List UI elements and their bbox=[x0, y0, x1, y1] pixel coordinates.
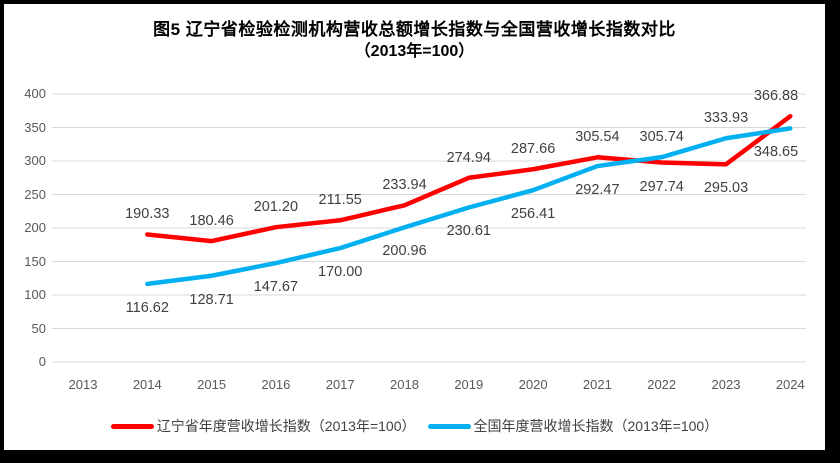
data-label-national-2017: 170.00 bbox=[318, 264, 363, 281]
data-label-liaoning-2015: 180.46 bbox=[189, 213, 234, 230]
data-label-liaoning-2021: 305.54 bbox=[575, 129, 620, 146]
y-axis-tick-100: 100 bbox=[24, 287, 46, 302]
y-axis-tick-50: 50 bbox=[31, 320, 46, 336]
data-label-national-2016: 147.67 bbox=[253, 279, 299, 296]
data-label-national-2020: 256.41 bbox=[510, 206, 556, 223]
series-line-national bbox=[145, 126, 793, 287]
series-line-liaoning bbox=[145, 113, 793, 244]
x-axis-tick-2016: 2016 bbox=[261, 377, 291, 392]
y-axis-tick-300: 300 bbox=[24, 153, 46, 168]
data-label-national-2021: 292.47 bbox=[575, 182, 620, 199]
y-axis-tick-400: 400 bbox=[24, 86, 46, 101]
chart-title: 图5 辽宁省检验检测机构营收总额增长指数与全国营收增长指数对比 （2013年=1… bbox=[4, 18, 825, 62]
data-label-national-2014: 116.62 bbox=[125, 299, 169, 316]
legend-item-national: 全国年度营收增长指数（2013年=100） bbox=[427, 417, 719, 435]
chart-title-line1: 图5 辽宁省检验检测机构营收总额增长指数与全国营收增长指数对比 bbox=[153, 20, 676, 39]
legend-swatch-liaoning-line bbox=[110, 423, 154, 429]
legend-label-national: 全国年度营收增长指数（2013年=100） bbox=[473, 418, 719, 434]
data-label-national-2018: 200.96 bbox=[382, 243, 427, 260]
data-label-liaoning-2020: 287.66 bbox=[510, 141, 556, 158]
data-label-national-2019: 230.61 bbox=[446, 223, 491, 240]
legend-item-liaoning: 辽宁省年度营收增长指数（2013年=100） bbox=[110, 417, 416, 435]
legend-swatch-national-line bbox=[427, 423, 471, 429]
x-axis-tick-2014: 2014 bbox=[132, 377, 162, 392]
y-axis-tick-0: 0 bbox=[38, 354, 46, 369]
data-label-liaoning-2024: 366.88 bbox=[753, 88, 799, 105]
x-axis-tick-2020: 2020 bbox=[518, 377, 548, 392]
data-label-liaoning-2014: 190.33 bbox=[125, 206, 170, 223]
y-axis-tick-200: 200 bbox=[24, 220, 46, 235]
data-label-liaoning-2022: 297.74 bbox=[639, 178, 684, 195]
y-axis-tick-150: 150 bbox=[24, 253, 46, 269]
data-label-national-2022: 305.74 bbox=[639, 129, 684, 146]
data-label-liaoning-2017: 211.55 bbox=[318, 192, 362, 209]
chart-title-line2: （2013年=100） bbox=[354, 43, 475, 60]
x-axis-tick-2023: 2023 bbox=[711, 377, 741, 392]
data-label-liaoning-2016: 201.20 bbox=[253, 199, 299, 216]
data-label-national-2023: 333.93 bbox=[703, 110, 749, 127]
x-axis-tick-2017: 2017 bbox=[325, 377, 355, 392]
data-label-liaoning-2018: 233.94 bbox=[382, 177, 427, 194]
x-axis-tick-2018: 2018 bbox=[390, 377, 419, 392]
x-axis-tick-2013: 2013 bbox=[68, 377, 98, 392]
data-label-national-2015: 128.71 bbox=[189, 291, 234, 308]
legend: 辽宁省年度营收增长指数（2013年=100） 全国年度营收增长指数（2013年=… bbox=[4, 417, 825, 435]
x-axis-tick-2024: 2024 bbox=[775, 377, 805, 392]
plot-area bbox=[52, 93, 806, 363]
data-label-liaoning-2023: 295.03 bbox=[703, 180, 749, 197]
x-axis-tick-2015: 2015 bbox=[197, 377, 227, 392]
y-axis-tick-350: 350 bbox=[24, 119, 46, 135]
y-axis-tick-250: 250 bbox=[24, 186, 46, 202]
x-axis-tick-2022: 2022 bbox=[647, 377, 677, 392]
x-axis-tick-2019: 2019 bbox=[454, 377, 484, 392]
chart-canvas: 图5 辽宁省检验检测机构营收总额增长指数与全国营收增长指数对比 （2013年=1… bbox=[4, 4, 825, 450]
data-label-national-2024: 348.65 bbox=[753, 144, 799, 161]
x-axis-tick-2021: 2021 bbox=[582, 377, 612, 392]
legend-label-liaoning: 辽宁省年度营收增长指数（2013年=100） bbox=[156, 418, 416, 434]
data-label-liaoning-2019: 274.94 bbox=[446, 149, 491, 166]
